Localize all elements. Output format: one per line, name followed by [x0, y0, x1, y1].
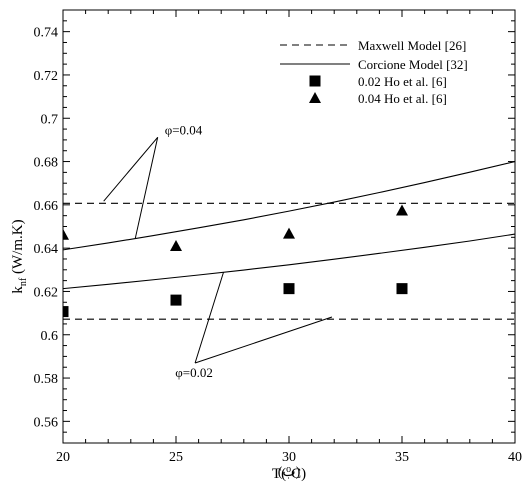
marker-square [170, 294, 182, 306]
y-tick-label: 0.7 [41, 112, 59, 127]
marker-triangle [170, 239, 182, 251]
legend-label: 0.04 Ho et al. [6] [358, 91, 447, 106]
y-axis-title-main: k [10, 286, 26, 294]
y-tick-label: 0.6 [41, 329, 59, 344]
legend-label: Maxwell Model [26] [358, 38, 466, 53]
y-tick-label: 0.58 [34, 372, 59, 387]
marker-triangle [63, 228, 69, 240]
marker-triangle [283, 227, 295, 239]
y-tick-label: 0.62 [34, 285, 59, 300]
y-tick-label: 0.56 [34, 415, 59, 430]
corcione-model-line [63, 233, 515, 290]
plot-area-frame [62, 9, 516, 444]
y-tick-label: 0.64 [34, 242, 59, 257]
annotations: φ=0.04 φ=0.02 [103, 122, 333, 380]
tick-marks [62, 9, 516, 444]
y-tick-labels: 0.56 0.58 0.6 0.62 0.64 0.66 0.68 0.7 0.72 0.74 [34, 26, 59, 431]
y-axis-title-tail: (W/m.K) [10, 219, 26, 277]
x-tick-label: 20 [56, 450, 70, 465]
y-axis-title-sub: nf [18, 277, 29, 286]
x-axis-title: T(oC) [272, 464, 306, 482]
x-tick-label: 35 [395, 450, 409, 465]
marker-square [63, 306, 69, 318]
annotation-leader-line [103, 136, 159, 202]
figure-caption: (ب) [278, 465, 301, 480]
annotation-label: φ=0.04 [165, 122, 203, 137]
y-tick-label: 0.72 [34, 69, 59, 84]
x-tick-label: 30 [282, 450, 296, 465]
y-tick-label: 0.74 [34, 26, 59, 41]
x-axis-title-tail: C) [291, 466, 306, 482]
marker-square [283, 283, 295, 295]
legend-swatch-square [309, 75, 321, 87]
legend: Maxwell Model [26] Corcione Model [32] 0.0… [280, 38, 468, 106]
legend-swatch-triangle [309, 92, 321, 103]
x-tick-labels: 20 25 30 35 40 [56, 450, 522, 465]
x-tick-label: 25 [169, 450, 183, 465]
y-tick-label: 0.66 [34, 199, 59, 214]
x-axis-title-sup: o [286, 464, 291, 475]
y-tick-label: 0.68 [34, 156, 59, 171]
y-axis-title: knf (W/m.K) [10, 219, 29, 293]
series-group [63, 161, 515, 320]
annotation-leader-line [134, 137, 159, 239]
legend-label: 0.02 Ho et al. [6] [358, 74, 447, 89]
annotation-leader-line [194, 272, 224, 364]
marker-square [396, 283, 408, 295]
annotation-label: φ=0.02 [175, 365, 213, 380]
x-tick-label: 40 [508, 450, 522, 465]
x-axis-title-main: T( [272, 466, 286, 482]
marker-triangle [396, 204, 408, 216]
annotation-leader-line [194, 316, 333, 364]
legend-label: Corcione Model [32] [358, 57, 468, 72]
corcione-model-line [63, 161, 515, 251]
